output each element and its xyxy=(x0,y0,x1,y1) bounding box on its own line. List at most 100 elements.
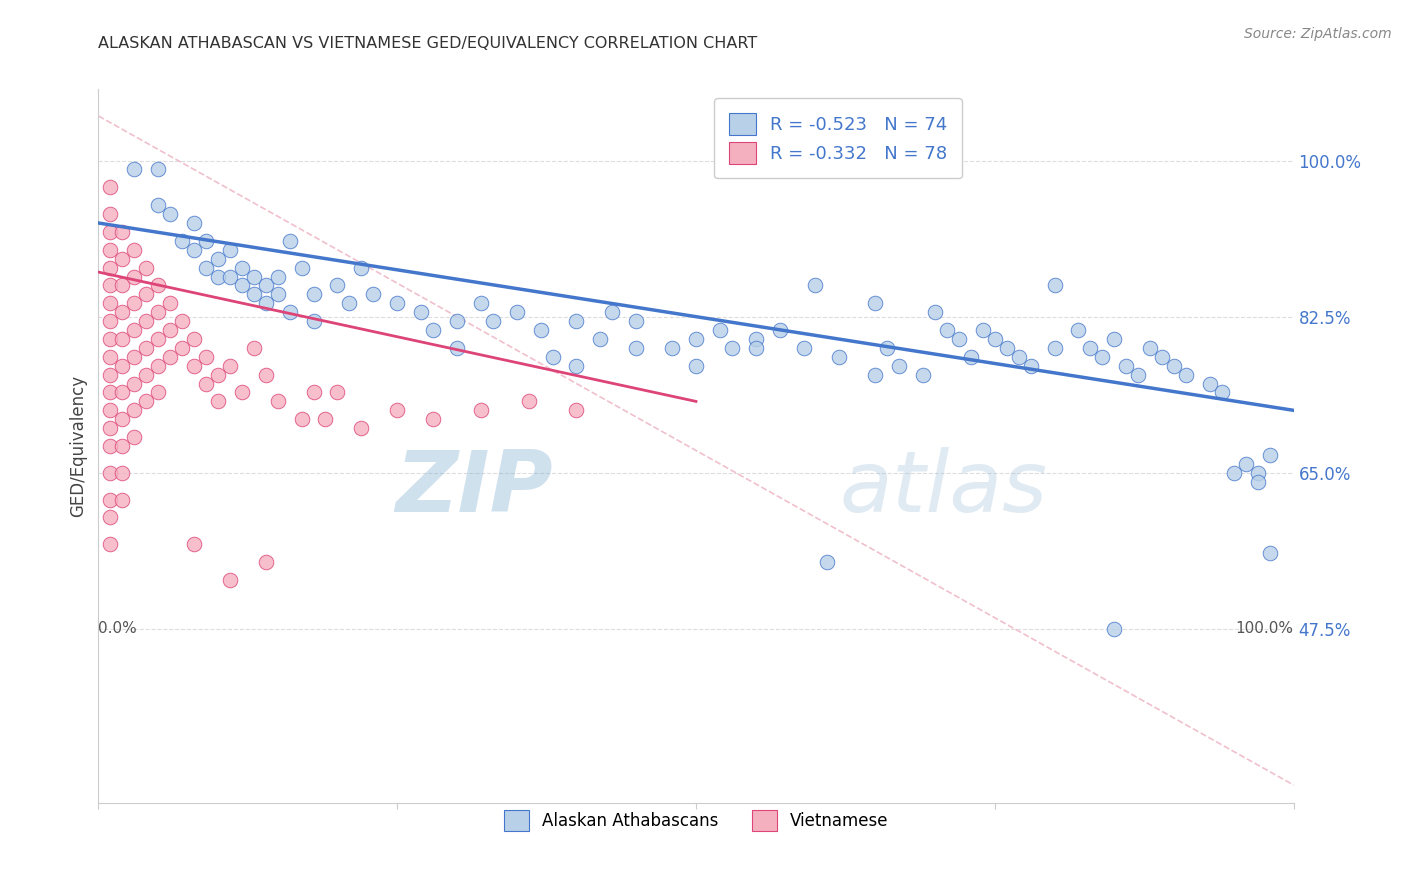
Point xyxy=(183,243,205,257)
Point xyxy=(1175,368,1198,382)
Point xyxy=(148,305,170,319)
Text: 100.0%: 100.0% xyxy=(1236,621,1294,636)
Point xyxy=(267,394,290,409)
Point xyxy=(1234,457,1257,471)
Point xyxy=(148,278,170,293)
Point xyxy=(124,269,146,284)
Point xyxy=(159,296,181,310)
Point xyxy=(135,314,157,328)
Point xyxy=(911,368,934,382)
Point xyxy=(470,296,492,310)
Point xyxy=(422,412,444,426)
Point xyxy=(98,537,122,551)
Point xyxy=(98,492,122,507)
Point xyxy=(135,287,157,301)
Point xyxy=(1258,546,1281,560)
Point xyxy=(98,180,122,194)
Point xyxy=(291,260,314,275)
Point xyxy=(195,376,218,391)
Point xyxy=(745,332,768,346)
Point xyxy=(363,287,385,301)
Point xyxy=(254,368,277,382)
Point xyxy=(148,332,170,346)
Point xyxy=(98,510,122,524)
Point xyxy=(111,466,134,480)
Point xyxy=(446,314,468,328)
Point xyxy=(124,350,146,364)
Point xyxy=(1043,341,1066,355)
Point xyxy=(111,385,134,400)
Point xyxy=(124,376,146,391)
Point xyxy=(183,537,205,551)
Point xyxy=(924,305,946,319)
Point xyxy=(506,305,529,319)
Point xyxy=(1139,341,1161,355)
Point xyxy=(231,385,253,400)
Point xyxy=(98,278,122,293)
Point xyxy=(98,368,122,382)
Point xyxy=(111,492,134,507)
Point xyxy=(589,332,612,346)
Point xyxy=(98,207,122,221)
Point xyxy=(124,403,146,417)
Point xyxy=(111,332,134,346)
Point xyxy=(709,323,731,337)
Point xyxy=(231,260,253,275)
Point xyxy=(98,225,122,239)
Point xyxy=(517,394,540,409)
Point xyxy=(111,305,134,319)
Point xyxy=(685,359,707,373)
Point xyxy=(148,385,170,400)
Point xyxy=(278,234,301,248)
Point xyxy=(219,243,242,257)
Point xyxy=(231,278,253,293)
Point xyxy=(768,323,790,337)
Point xyxy=(1019,359,1042,373)
Point xyxy=(267,287,290,301)
Point xyxy=(889,359,911,373)
Point xyxy=(98,403,122,417)
Point xyxy=(219,359,242,373)
Point xyxy=(1043,278,1066,293)
Point xyxy=(172,234,194,248)
Point xyxy=(315,412,337,426)
Point xyxy=(1008,350,1031,364)
Point xyxy=(278,305,301,319)
Point xyxy=(124,243,146,257)
Point xyxy=(172,314,194,328)
Text: Source: ZipAtlas.com: Source: ZipAtlas.com xyxy=(1244,27,1392,41)
Point xyxy=(254,555,277,569)
Point xyxy=(411,305,433,319)
Point xyxy=(243,341,266,355)
Point xyxy=(530,323,553,337)
Point xyxy=(98,385,122,400)
Point xyxy=(948,332,970,346)
Point xyxy=(626,314,648,328)
Y-axis label: GED/Equivalency: GED/Equivalency xyxy=(69,375,87,517)
Point xyxy=(1152,350,1174,364)
Text: 0.0%: 0.0% xyxy=(98,621,138,636)
Point xyxy=(1247,475,1270,489)
Point xyxy=(1067,323,1090,337)
Point xyxy=(1128,368,1150,382)
Point xyxy=(243,269,266,284)
Point xyxy=(1104,332,1126,346)
Text: ALASKAN ATHABASCAN VS VIETNAMESE GED/EQUIVALENCY CORRELATION CHART: ALASKAN ATHABASCAN VS VIETNAMESE GED/EQU… xyxy=(98,36,758,51)
Point xyxy=(159,350,181,364)
Point xyxy=(302,314,325,328)
Point xyxy=(148,359,170,373)
Point xyxy=(219,573,242,587)
Point xyxy=(111,412,134,426)
Point xyxy=(793,341,815,355)
Point xyxy=(254,296,277,310)
Point xyxy=(1115,359,1137,373)
Point xyxy=(1163,359,1185,373)
Point xyxy=(207,368,229,382)
Point xyxy=(565,314,588,328)
Point xyxy=(98,439,122,453)
Point xyxy=(135,394,157,409)
Point xyxy=(111,359,134,373)
Point xyxy=(828,350,851,364)
Point xyxy=(815,555,838,569)
Point xyxy=(291,412,314,426)
